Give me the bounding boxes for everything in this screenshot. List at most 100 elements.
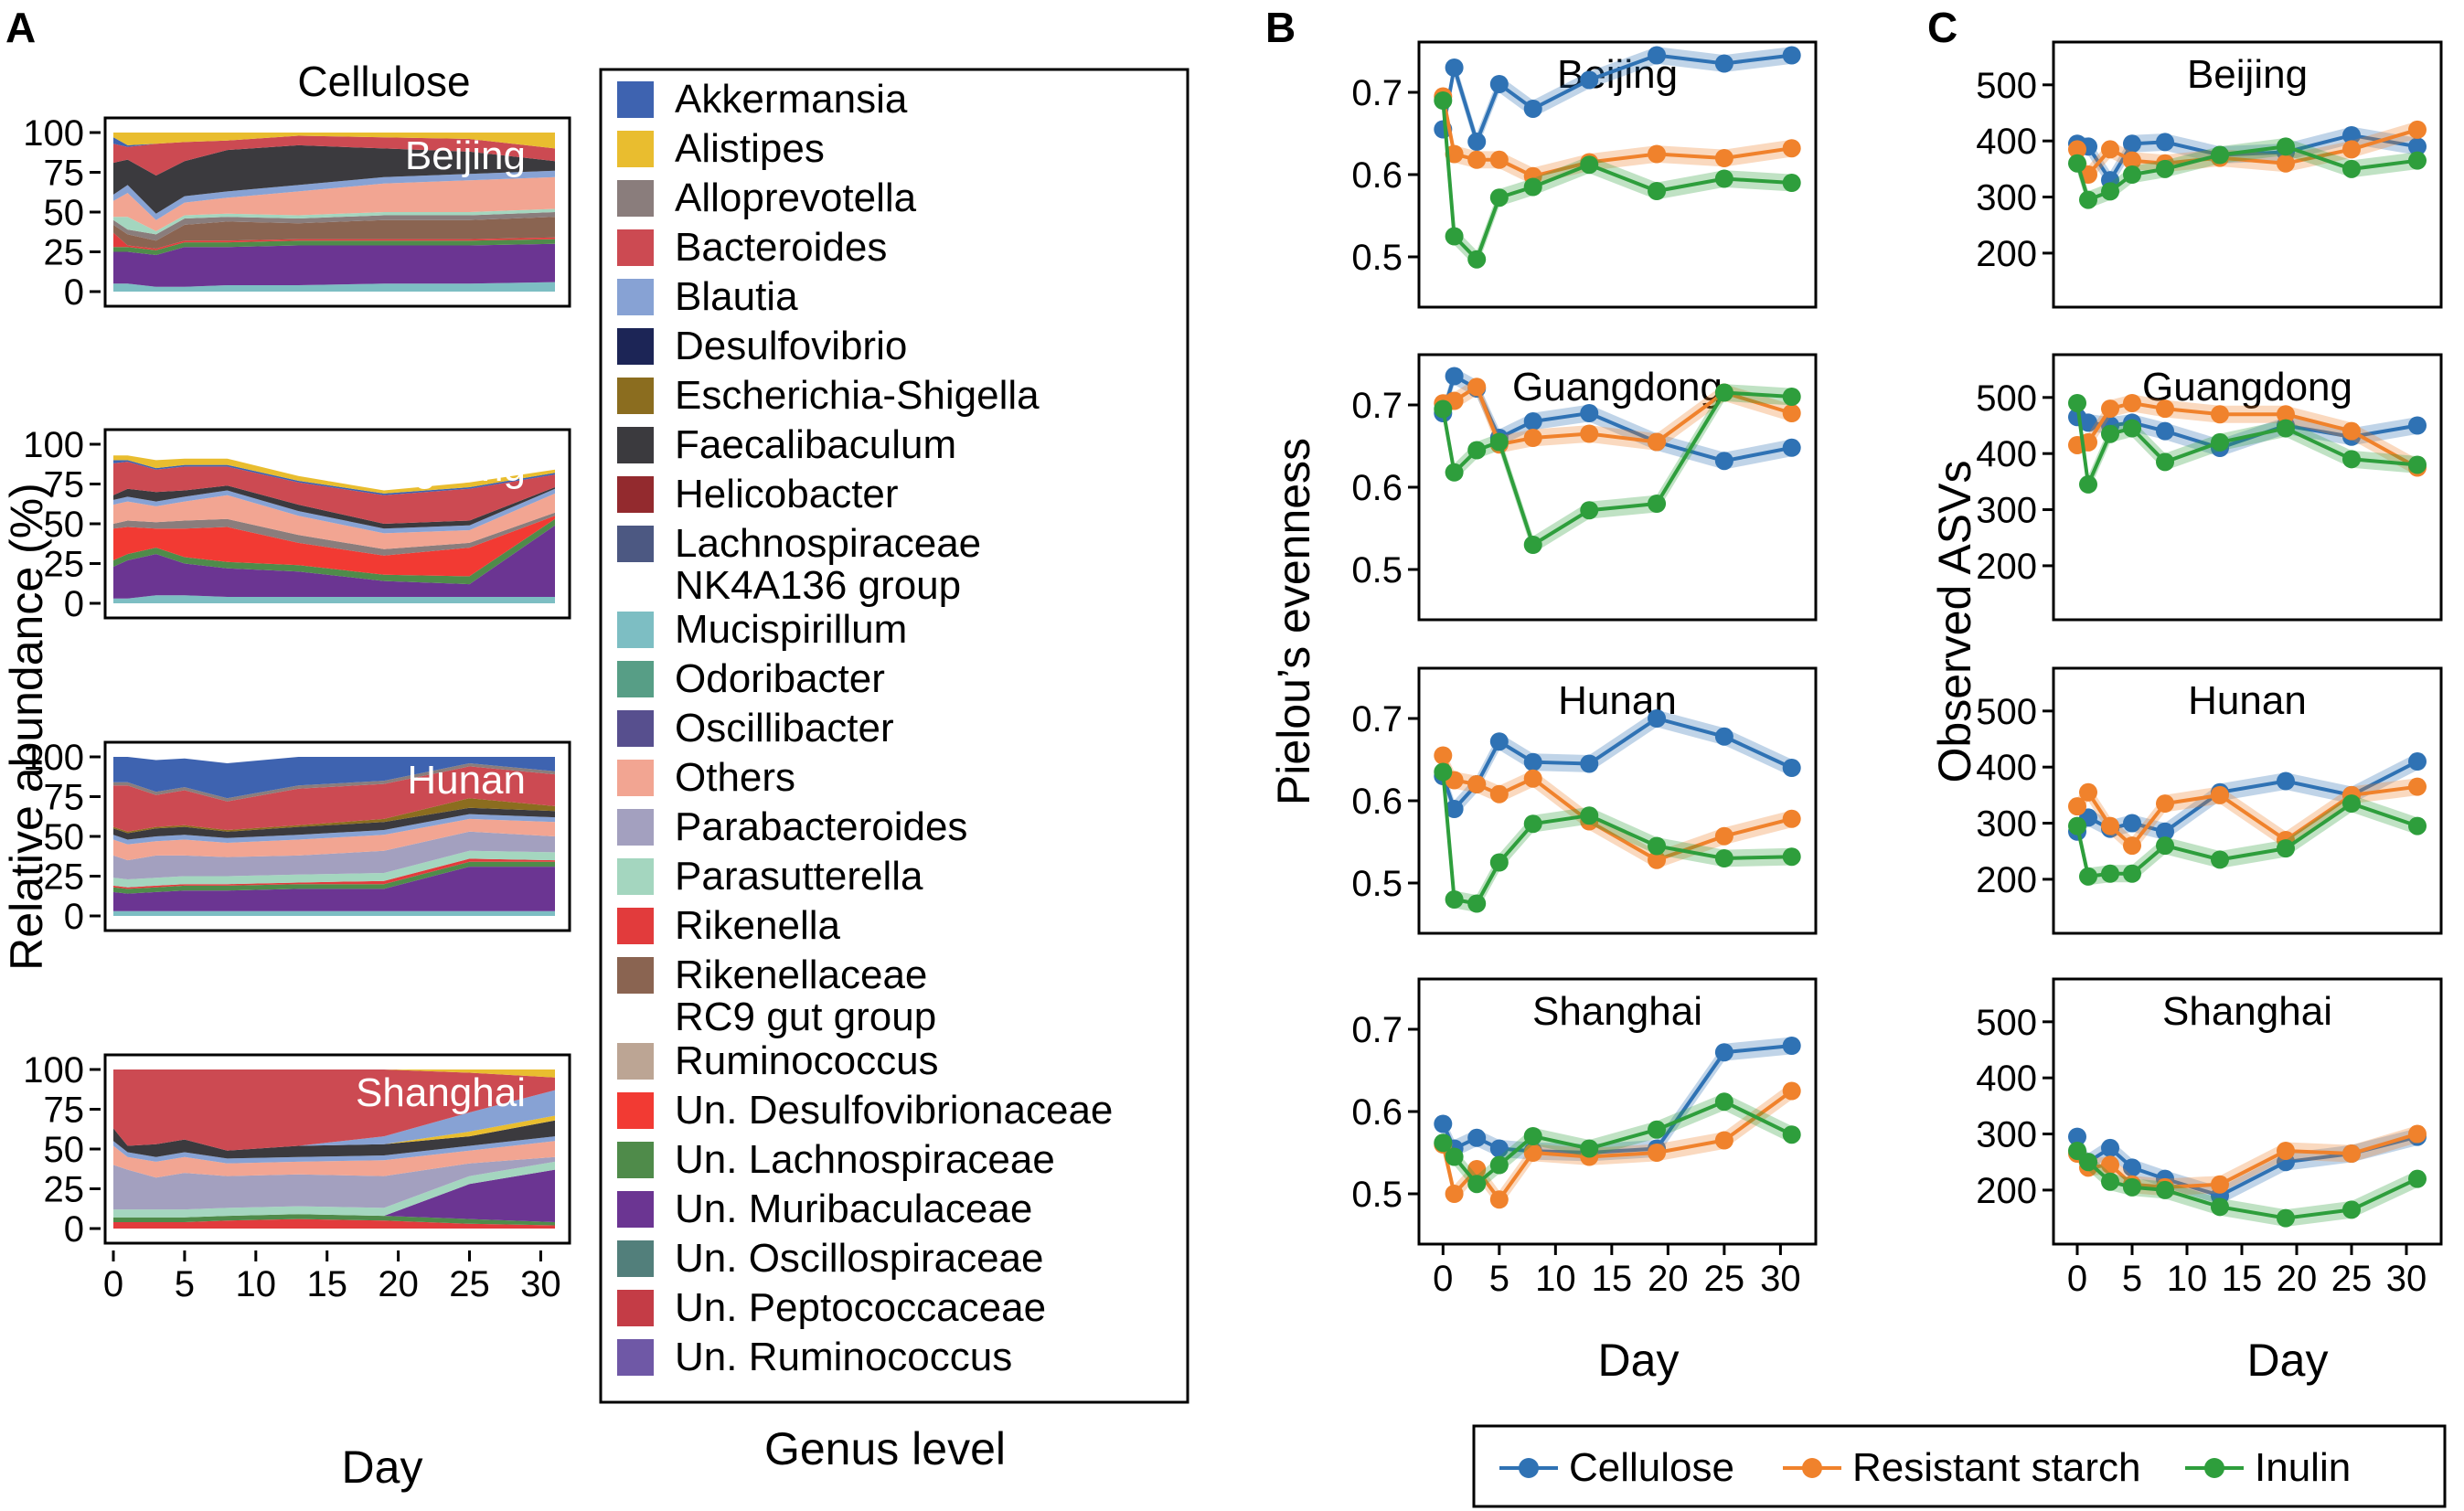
panelB-point-shanghai-resistant-starch-31 — [1782, 1081, 1801, 1101]
panelB-point-hunan-inulin-19 — [1648, 836, 1667, 856]
legend-swatch-odoribacter — [617, 661, 654, 697]
panelB-point-shanghai-inulin-25 — [1714, 1092, 1733, 1112]
area-guangdong-mucispirillum — [113, 595, 555, 603]
area-hunan-parasutterella — [113, 850, 555, 888]
panelB-point-hunan-resistant-starch-19 — [1648, 850, 1667, 869]
panelB-point-guangdong-cellulose-13 — [1580, 404, 1599, 422]
legend-swatch-lachnospiraceae — [617, 526, 654, 562]
legend-swatch-others — [617, 760, 654, 796]
ytick-label-a-shanghai-50: 50 — [44, 1130, 85, 1170]
panelC-point-guangdong-resistant-starch-13 — [2211, 405, 2229, 424]
panelC-point-beijing-resistant-starch-25 — [2342, 140, 2361, 159]
panelC-ytick-label-beijing-300: 300 — [1976, 178, 2037, 218]
panelB-point-hunan-inulin-25 — [1714, 849, 1733, 867]
panelB-point-guangdong-resistant-starch-31 — [1782, 404, 1801, 422]
panelB-point-shanghai-inulin-1 — [1445, 1147, 1464, 1166]
panelC-point-guangdong-inulin-8 — [2156, 452, 2174, 472]
area-shanghai-others — [113, 1141, 555, 1178]
area-beijing-rikenellaceae — [113, 217, 555, 249]
panelB-point-guangdong-inulin-19 — [1648, 495, 1667, 513]
panelC-band-guangdong-inulin — [2077, 394, 2417, 494]
panelC-xtick-label-10: 10 — [2167, 1259, 2208, 1299]
panelB-point-beijing-cellulose-31 — [1782, 46, 1801, 65]
legend-swatch-alloprevotella — [617, 180, 654, 217]
panelB-xtick-label-0: 0 — [1433, 1259, 1453, 1299]
panelC-point-guangdong-cellulose-1 — [2079, 413, 2097, 432]
panelB-xtick-label-25: 25 — [1704, 1259, 1745, 1299]
panelC-frame-guangdong — [2052, 353, 2443, 622]
panelC-point-hunan-resistant-starch-1 — [2079, 782, 2097, 802]
area-shanghai-parabacteroides — [113, 1156, 555, 1210]
series-legend: Cellulose Resistant starch Inulin — [1499, 1445, 2351, 1490]
panelC-band-shanghai-inulin — [2077, 1142, 2417, 1227]
panelC-band-guangdong-cellulose — [2077, 408, 2417, 457]
area-beijing-alloprevotella — [113, 212, 555, 241]
legend-swatch-un-lachnospiraceae — [617, 1142, 654, 1178]
area-hunan-akkermansia — [113, 757, 555, 799]
panelC-point-beijing-cellulose-25 — [2342, 126, 2361, 145]
panelB-point-hunan-cellulose-25 — [1714, 727, 1733, 746]
panelB-band-guangdong-cellulose — [1443, 367, 1792, 470]
area-shanghai-rikenella — [113, 1218, 555, 1229]
panelB-point-hunan-resistant-starch-3 — [1467, 775, 1487, 793]
legend-swatch-parabacteroides — [617, 809, 654, 846]
panelB-point-beijing-resistant-starch-1 — [1445, 144, 1464, 164]
area-region-beijing: Beijing — [405, 133, 526, 178]
series-legend-label-inulin: Inulin — [2255, 1445, 2351, 1490]
legend-swatch-desulfovibrio — [617, 328, 654, 365]
panelB-point-hunan-resistant-starch-31 — [1782, 809, 1801, 828]
panelB-point-hunan-cellulose-5 — [1489, 732, 1509, 751]
panelC-region-hunan: Hunan — [2188, 678, 2307, 723]
panel-a-xlabel: Day — [342, 1442, 423, 1493]
panelC-point-guangdong-resistant-starch-5 — [2123, 393, 2141, 412]
legend-label-un-muribaculaceae: Un. Muribaculaceae — [675, 1186, 1032, 1231]
panelB-ytick-label-guangdong-0.6: 0.6 — [1351, 468, 1403, 508]
panelC-point-shanghai-resistant-starch-31 — [2408, 1124, 2427, 1144]
panelB-point-hunan-cellulose-1 — [1445, 800, 1464, 818]
legend-swatch-escherichia-shigella — [617, 378, 654, 414]
observed-axis-label: Observed ASVs — [1929, 461, 1980, 783]
legend-label-parabacteroides: Parabacteroides — [675, 804, 967, 849]
area-hunan-bacteroides — [113, 766, 555, 832]
legend-label-escherichia-shigella: Escherichia-Shigella — [675, 373, 1040, 418]
panelC-point-hunan-inulin-31 — [2408, 816, 2427, 835]
panelB-point-beijing-inulin-1 — [1445, 227, 1464, 246]
panelB-point-shanghai-cellulose-0 — [1434, 1114, 1453, 1133]
panelC-point-beijing-resistant-starch-0 — [2068, 140, 2086, 159]
panelC-point-hunan-cellulose-5 — [2123, 814, 2141, 833]
panelC-point-shanghai-resistant-starch-3 — [2101, 1155, 2119, 1175]
panelC-ytick-label-shanghai-400: 400 — [1976, 1059, 2037, 1099]
panelB-point-guangdong-cellulose-1 — [1445, 367, 1464, 386]
area-beijing-un-lachnospiraceae — [113, 239, 555, 255]
panelB-point-beijing-inulin-8 — [1523, 177, 1542, 197]
area-shanghai-blautia — [113, 1090, 555, 1151]
panelC-band-hunan-resistant-starch — [2077, 778, 2417, 855]
area-guangdong-alloprevotella — [113, 512, 555, 556]
legend-label-helicobacter: Helicobacter — [675, 472, 899, 516]
panelB-point-beijing-resistant-starch-31 — [1782, 139, 1801, 158]
area-beijing-alistipes — [113, 133, 555, 149]
panelC-ytick-label-hunan-300: 300 — [1976, 804, 2037, 845]
area-region-hunan: Hunan — [407, 758, 526, 803]
panelC-point-shanghai-resistant-starch-13 — [2211, 1175, 2229, 1194]
panel-c-observed-asvs: Beijing200300400500Guangdong200300400500… — [1976, 40, 2443, 1299]
area-guangdong-un-lachnospiraceae — [113, 518, 555, 585]
panelC-point-guangdong-inulin-13 — [2211, 432, 2229, 452]
area-hunan-blautia — [113, 814, 555, 845]
panelC-point-beijing-inulin-5 — [2123, 165, 2141, 184]
panelC-point-beijing-cellulose-8 — [2156, 133, 2174, 152]
pielou-axis-label: Pielou’s evenness — [1268, 438, 1319, 805]
panelB-point-hunan-cellulose-13 — [1580, 754, 1599, 773]
panelB-point-beijing-resistant-starch-3 — [1467, 150, 1487, 169]
relative-abundance-label: Relative abundance (%) — [1, 483, 52, 971]
series-legend-box — [1472, 1424, 2447, 1508]
area-region-guangdong: Guangdong — [315, 445, 526, 490]
panelC-point-hunan-cellulose-31 — [2408, 752, 2427, 771]
panelC-point-hunan-inulin-19 — [2277, 839, 2295, 858]
ytick-label-a-shanghai-25: 25 — [44, 1170, 85, 1210]
panelC-ytick-label-hunan-200: 200 — [1976, 860, 2037, 900]
legend-swatch-mucispirillum — [617, 612, 654, 648]
panelC-point-beijing-inulin-31 — [2408, 151, 2427, 170]
ytick-label-a-guangdong-100: 100 — [23, 425, 84, 465]
panelB-point-shanghai-resistant-starch-25 — [1714, 1131, 1733, 1150]
